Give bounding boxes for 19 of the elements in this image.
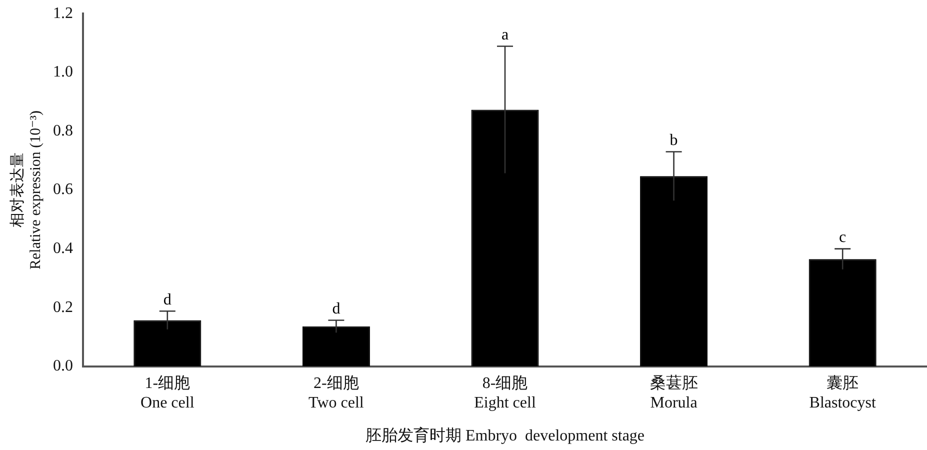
x-axis-title: 胚胎发育时期 Embryo development stage bbox=[365, 426, 645, 445]
y-tick-label: 0.8 bbox=[53, 122, 73, 140]
x-tick-label: 2-细胞 Two cell bbox=[308, 375, 364, 412]
y-tick-label: 0.6 bbox=[53, 181, 73, 198]
x-tick-label: 桑葚胚 Morula bbox=[650, 374, 698, 412]
y-tick-label: 0.0 bbox=[53, 358, 73, 375]
x-tick-label: 囊胚 Blastocyst bbox=[809, 374, 876, 412]
y-tick-label: 0.2 bbox=[53, 298, 73, 316]
y-tick-label: 1.0 bbox=[53, 64, 73, 81]
annotation: d bbox=[163, 291, 172, 308]
annotation: a bbox=[501, 26, 509, 44]
annotation: c bbox=[839, 229, 846, 246]
y-axis-title: 相对表达量 Relative expression (10⁻³) bbox=[8, 110, 44, 270]
annotation: b bbox=[670, 132, 678, 149]
y-tick-label: 0.4 bbox=[53, 240, 73, 258]
x-tick-label: 1-细胞 One cell bbox=[140, 375, 195, 412]
annotation: d bbox=[332, 300, 340, 318]
y-tick-label: 1.2 bbox=[53, 4, 73, 22]
x-tick-label: 8-细胞 Eight cell bbox=[474, 375, 536, 412]
